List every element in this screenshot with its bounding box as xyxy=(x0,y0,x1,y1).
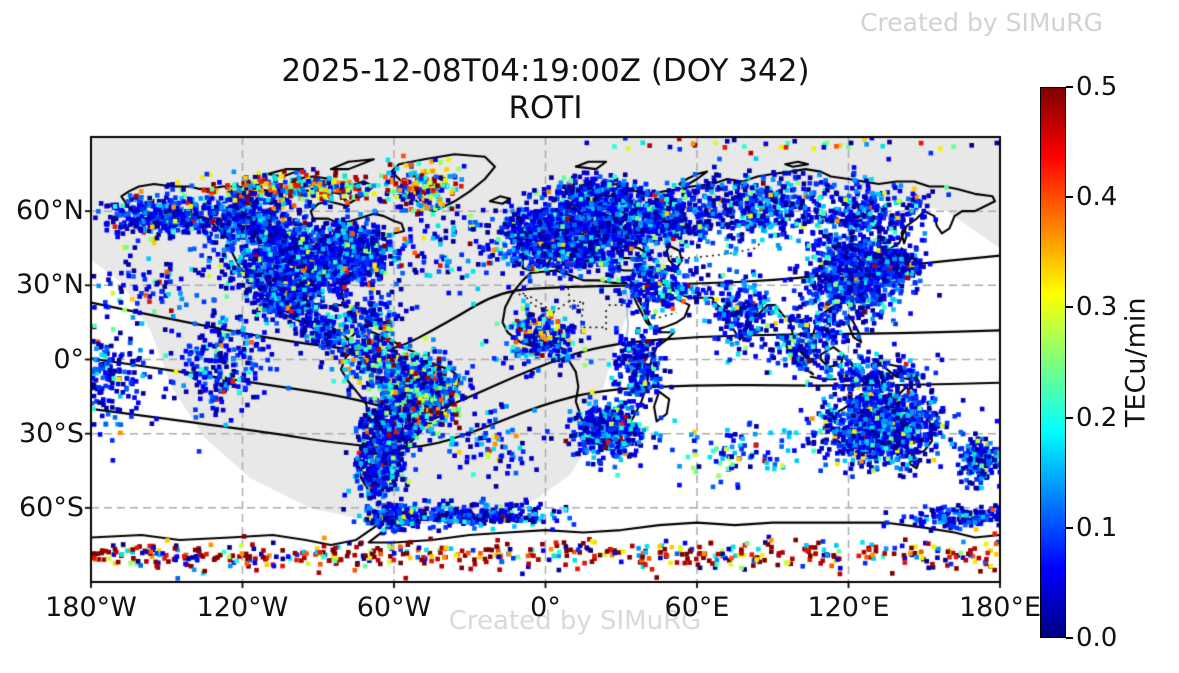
watermark-bottom: Created by SIMuRG xyxy=(448,606,702,636)
title-line-datetime: 2025-12-08T04:19:00Z (DOY 342) xyxy=(281,53,810,89)
colorbar-tick-mark xyxy=(1066,526,1073,529)
y-tick-label: 0° xyxy=(53,343,84,375)
colorbar-tick-label: 0.3 xyxy=(1076,292,1118,323)
colorbar-tick-mark xyxy=(1066,637,1073,639)
x-tick-label: 120°E xyxy=(807,592,890,623)
colorbar-tick-mark xyxy=(1066,416,1073,419)
x-tick-label: 180°E xyxy=(958,592,1042,623)
x-tick-label: 0° xyxy=(530,592,561,623)
y-tick-label: 30°S xyxy=(19,417,84,449)
colorbar-tick-label: 0.0 xyxy=(1076,623,1118,653)
colorbar xyxy=(1040,87,1066,638)
plot-title: 2025-12-08T04:19:00Z (DOY 342) ROTI xyxy=(91,53,1000,127)
x-tick-label: 60°W xyxy=(356,592,432,623)
colorbar-tick-label: 0.2 xyxy=(1076,402,1118,433)
colorbar-tick-mark xyxy=(1066,306,1073,309)
colorbar-tick-label: 0.5 xyxy=(1076,72,1118,102)
y-tick-label: 60°N xyxy=(15,195,84,227)
colorbar-tick-label: 0.4 xyxy=(1076,182,1118,213)
x-tick-label: 120°W xyxy=(196,592,289,623)
x-tick-label: 60°E xyxy=(664,592,730,623)
colorbar-tick-label: 0.1 xyxy=(1076,512,1118,543)
colorbar-tick-mark xyxy=(1066,86,1073,88)
x-tick-label: 180°W xyxy=(45,592,137,623)
watermark-top-right: Created by SIMuRG xyxy=(860,8,1103,37)
colorbar-tick-mark xyxy=(1066,196,1073,199)
colorbar-gradient xyxy=(1041,88,1065,637)
y-tick-label: 60°S xyxy=(19,491,84,523)
y-tick-label: 30°N xyxy=(15,269,84,301)
colorbar-unit-label: TECu/min xyxy=(1120,297,1152,427)
title-line-parameter: ROTI xyxy=(508,90,583,126)
